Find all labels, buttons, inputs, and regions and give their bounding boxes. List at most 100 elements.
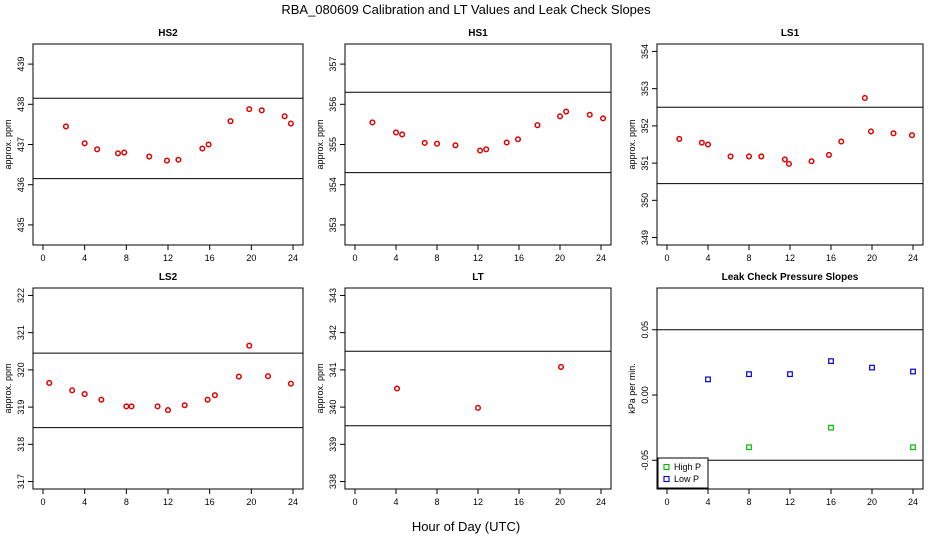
data-point xyxy=(393,385,401,392)
legend-label: High P xyxy=(674,462,701,472)
data-point xyxy=(128,403,135,410)
panel-ls2: LS2 0 4 8 12 16 20 24 317 318 319 320 321 322 approx. … xyxy=(3,272,304,507)
y-tick-label: 437 xyxy=(16,137,26,152)
data-point xyxy=(910,444,916,451)
data-point xyxy=(867,128,875,135)
data-point xyxy=(199,145,206,152)
data-point xyxy=(81,140,88,147)
y-tick-label: 350 xyxy=(640,193,650,208)
panel-title: HS1 xyxy=(468,28,488,39)
x-tick-label: 24 xyxy=(288,253,298,263)
data-point xyxy=(600,115,607,122)
x-tick-label: 0 xyxy=(352,497,357,507)
panel-title: LS2 xyxy=(159,272,178,283)
x-tick-label: 16 xyxy=(826,497,836,507)
data-point xyxy=(563,108,570,115)
panel-hs2: HS2 0 4 8 12 16 20 24 435 436 437 438 439 approx. ppm xyxy=(3,28,304,263)
x-tick-label: 8 xyxy=(434,253,439,263)
figure-title: RBA_080609 Calibration and LT Values and… xyxy=(281,2,651,17)
x-tick-label: 4 xyxy=(705,253,710,263)
panel-title: HS2 xyxy=(158,28,178,39)
data-point xyxy=(281,113,288,120)
data-point xyxy=(264,373,272,380)
y-tick-label: 349 xyxy=(640,230,650,245)
y-axis-label: approx. ppm xyxy=(3,363,13,413)
x-tick-label: 20 xyxy=(246,497,256,507)
data-point xyxy=(838,138,845,145)
legend: High P Low P xyxy=(657,457,709,489)
panel-title: Leak Check Pressure Slopes xyxy=(722,272,859,283)
y-tick-label: 351 xyxy=(640,156,650,171)
data-point xyxy=(861,94,868,102)
x-tick-label: 4 xyxy=(82,497,87,507)
data-point xyxy=(98,396,105,403)
y-axis-label: approx. ppm xyxy=(3,119,13,169)
y-tick-label: -0.05 xyxy=(640,450,650,471)
data-point xyxy=(808,158,815,165)
data-point xyxy=(557,363,565,370)
x-tick-label: 12 xyxy=(473,253,483,263)
data-point xyxy=(46,379,53,386)
data-point xyxy=(825,151,833,158)
data-point xyxy=(227,118,234,125)
x-tick-label: 16 xyxy=(514,497,524,507)
data-point xyxy=(758,153,765,160)
data-point xyxy=(211,392,218,399)
data-point xyxy=(433,140,441,147)
y-tick-label: 354 xyxy=(328,177,338,192)
x-tick-label: 8 xyxy=(434,497,439,507)
x-tick-label: 12 xyxy=(473,497,483,507)
data-point xyxy=(534,122,541,129)
data-point xyxy=(452,142,459,149)
panel-leak-check-pressure-slopes: Leak Check Pressure Slopes 0 4 8 12 16 20 24 -0.… xyxy=(627,272,924,507)
x-tick-label: 20 xyxy=(555,253,565,263)
data-point xyxy=(705,376,711,383)
x-tick-label: 12 xyxy=(163,497,173,507)
x-tick-label: 16 xyxy=(826,253,836,263)
data-point xyxy=(556,113,564,120)
data-point xyxy=(785,160,793,167)
data-point xyxy=(164,407,172,414)
y-tick-label: 338 xyxy=(328,474,338,489)
data-point xyxy=(586,111,593,118)
y-tick-label: 342 xyxy=(328,325,338,340)
y-axis-label: approx. ppm xyxy=(315,363,325,413)
y-tick-label: 343 xyxy=(328,288,338,303)
data-point xyxy=(781,156,788,163)
data-point xyxy=(399,131,406,138)
data-point xyxy=(787,371,793,378)
y-tick-label: 321 xyxy=(16,325,26,340)
data-point xyxy=(704,141,712,148)
y-axis-label: approx. ppm xyxy=(627,119,637,169)
x-tick-label: 4 xyxy=(393,497,398,507)
y-tick-label: 317 xyxy=(16,474,26,489)
x-tick-label: 24 xyxy=(596,253,606,263)
y-tick-label: 318 xyxy=(16,437,26,452)
data-point xyxy=(114,150,122,157)
data-point xyxy=(828,424,834,431)
data-point xyxy=(146,153,153,160)
x-tick-label: 4 xyxy=(705,497,710,507)
x-tick-label: 12 xyxy=(785,497,795,507)
data-point xyxy=(62,123,69,130)
panel-hs1: HS1 0 4 8 12 16 20 24 353 354 355 356 357 approx. ppm xyxy=(315,28,612,263)
x-tick-label: 20 xyxy=(867,253,877,263)
data-point xyxy=(503,139,510,146)
y-tick-label: 439 xyxy=(16,57,26,72)
panel-ls1: LS1 0 4 8 12 16 20 24 349 350 351 352 353 354 approx. … xyxy=(627,28,924,263)
legend-marker xyxy=(663,463,670,471)
y-tick-label: 438 xyxy=(16,97,26,112)
data-point xyxy=(483,146,490,153)
x-tick-label: 24 xyxy=(908,253,918,263)
plot-frame xyxy=(656,43,924,246)
y-axis-label: approx. ppm xyxy=(315,119,325,169)
x-tick-label: 8 xyxy=(746,497,751,507)
data-point xyxy=(154,403,161,410)
x-tick-label: 16 xyxy=(205,497,215,507)
y-tick-label: 436 xyxy=(16,177,26,192)
x-tick-label: 8 xyxy=(746,253,751,263)
data-point xyxy=(477,147,484,154)
y-tick-label: 322 xyxy=(16,288,26,303)
x-axis-label: Hour of Day (UTC) xyxy=(412,519,520,534)
y-tick-label: 319 xyxy=(16,400,26,415)
